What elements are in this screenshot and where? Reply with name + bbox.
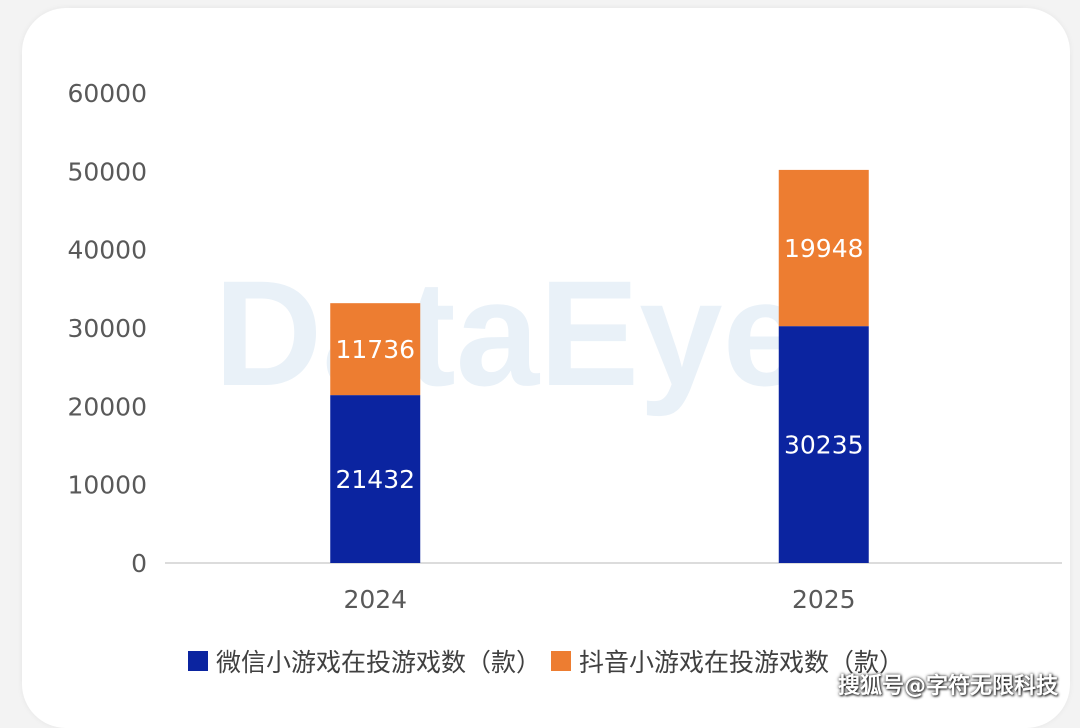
- y-tick-label: 40000: [67, 236, 147, 265]
- y-tick-label: 60000: [67, 79, 147, 108]
- legend-item-wechat: 微信小游戏在投游戏数（款）: [188, 643, 541, 679]
- legend-swatch-douyin: [551, 651, 572, 671]
- data-label: 21432: [335, 465, 415, 494]
- watermark-text: DataEye: [214, 249, 806, 417]
- bar-segment: [330, 303, 421, 396]
- data-label: 11736: [335, 335, 415, 364]
- y-tick-label: 10000: [67, 471, 147, 500]
- legend-label-wechat: 微信小游戏在投游戏数（款）: [216, 648, 542, 677]
- data-label: 19948: [784, 234, 864, 263]
- legend-label-douyin: 抖音小游戏在投游戏数（款）: [579, 648, 905, 677]
- legend-item-douyin: 抖音小游戏在投游戏数（款）: [551, 643, 904, 679]
- x-tick-label: 2025: [792, 585, 856, 614]
- x-tick-label: 2024: [343, 585, 407, 614]
- chart-card: [22, 8, 1070, 728]
- y-tick-label: 30000: [67, 314, 147, 343]
- y-tick-label: 0: [131, 549, 147, 578]
- legend-swatch-wechat: [188, 651, 208, 671]
- source-credit: 搜狐号@字符无限科技: [837, 674, 1058, 699]
- y-tick-label: 20000: [67, 392, 147, 421]
- stacked-bar-chart: DataEye 0 10000 20000 30000 40000 50000 60000 2…: [67, 79, 1062, 614]
- bar-segment: [778, 169, 869, 327]
- data-label: 30235: [784, 431, 864, 460]
- bar-segment: [778, 326, 869, 563]
- legend: 微信小游戏在投游戏数（款） 抖音小游戏在投游戏数（款）: [188, 644, 914, 678]
- y-tick-label: 50000: [67, 157, 147, 186]
- bar-segment: [330, 395, 421, 563]
